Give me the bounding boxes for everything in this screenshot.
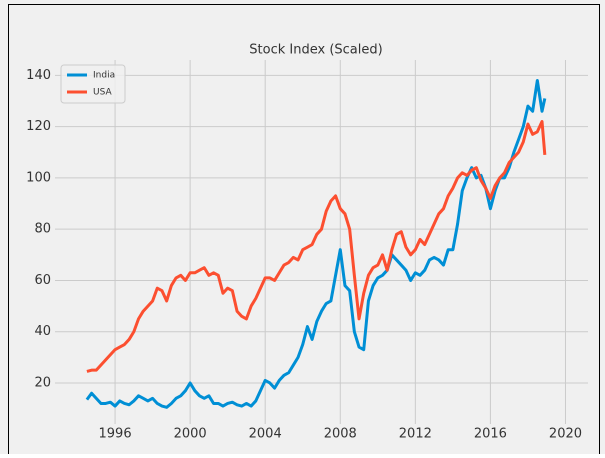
y-tick-label: 100 — [26, 170, 51, 185]
figure-border — [8, 4, 600, 458]
x-tick-label: 2008 — [324, 427, 357, 442]
y-tick-label: 120 — [26, 119, 51, 134]
x-tick-label: 2004 — [249, 427, 282, 442]
plot-lines — [85, 79, 547, 409]
y-tick-label: 140 — [26, 68, 51, 83]
y-tick-label: 60 — [34, 273, 51, 288]
legend-label: India — [93, 71, 115, 81]
x-tick-label: 2020 — [549, 427, 582, 442]
y-tick-label: 40 — [34, 324, 51, 339]
x-tick-label: 2012 — [399, 427, 432, 442]
data-line — [86, 120, 547, 373]
y-tick-label: 20 — [34, 375, 51, 390]
y-tick-label: 80 — [34, 222, 51, 237]
x-tick-label: 2016 — [474, 427, 507, 442]
x-tick-label: 1996 — [99, 427, 132, 442]
legend: India USA — [60, 64, 126, 104]
chart-title: Stock Index (Scaled) — [249, 43, 382, 58]
x-tick-label: 2000 — [174, 427, 207, 442]
legend-label: USA — [93, 88, 112, 98]
grid — [55, 60, 588, 424]
labels: Stock Index (Scaled) 20 40 60 80 100 120 140 19… — [26, 43, 582, 442]
